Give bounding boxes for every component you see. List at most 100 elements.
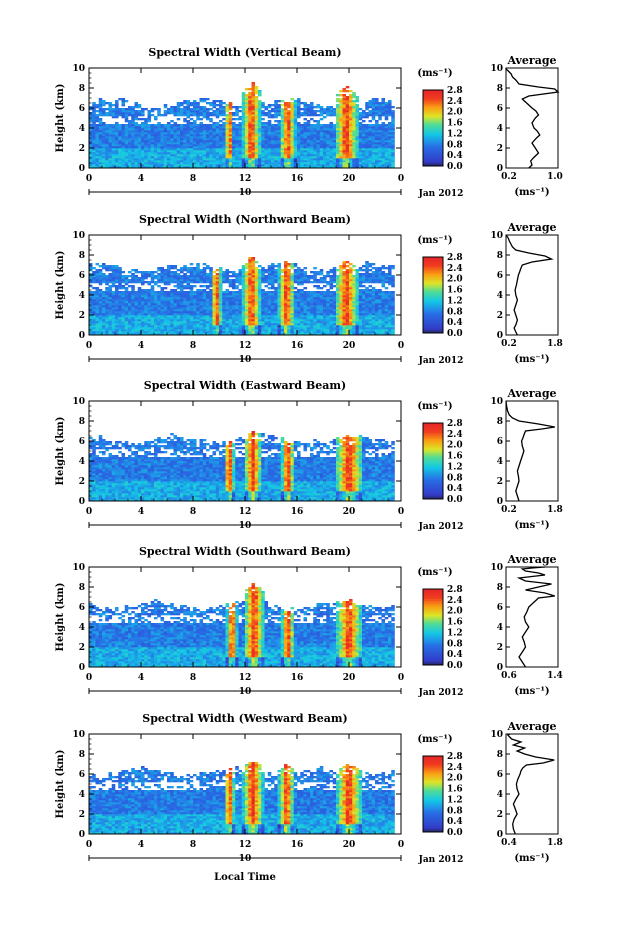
heatmap-cell [342, 154, 347, 157]
heatmap-cell [349, 140, 353, 143]
heatmap-cell [202, 158, 207, 161]
heatmap-cell [183, 309, 187, 312]
heatmap-cell [176, 273, 181, 276]
heatmap-cell [193, 130, 197, 133]
heatmap-cell [180, 299, 184, 302]
heatmap-cell [319, 152, 324, 155]
heatmap-cell [316, 130, 321, 133]
heatmap-cell [248, 287, 252, 290]
heatmap-cell [176, 269, 181, 272]
heatmap-cell [186, 158, 191, 161]
heatmap-cell [225, 315, 230, 318]
heatmap-cell [248, 293, 252, 296]
heatmap-cell [371, 102, 376, 105]
heatmap-cell [235, 299, 239, 302]
heatmap-cell [163, 112, 168, 115]
heatmap-cell [258, 124, 262, 127]
heatmap-cell [352, 140, 356, 143]
heatmap-cell [241, 164, 246, 167]
heatmap-cell [147, 291, 152, 294]
heatmap-cell [251, 154, 256, 157]
heatmap-cell [176, 104, 181, 107]
heatmap-cell [89, 166, 93, 169]
heatmap-cell [89, 331, 93, 334]
heatmap-cell [199, 331, 204, 334]
heatmap-cell [199, 134, 204, 137]
heatmap-cell [150, 142, 155, 145]
heatmap-cell [193, 325, 197, 328]
heatmap-cell [115, 128, 119, 131]
heatmap-cell [280, 118, 285, 121]
heatmap-cell [137, 148, 142, 151]
heatmap-cell [144, 152, 148, 155]
heatmap-cell [199, 156, 204, 159]
heatmap-cell [115, 158, 119, 161]
heatmap-cell [199, 158, 204, 161]
heatmap-cell [137, 166, 142, 169]
heatmap-cell [141, 124, 145, 127]
heatmap-cell [349, 126, 353, 129]
heatmap-cell [378, 124, 382, 127]
heatmap-cell [235, 287, 239, 290]
heatmap-cell [163, 146, 168, 149]
heatmap-cell [274, 275, 278, 278]
heatmap-cell [98, 323, 103, 326]
heatmap-cell [365, 138, 369, 141]
heatmap-cell [277, 331, 282, 334]
heatmap-cell [326, 158, 330, 161]
heatmap-cell [365, 160, 369, 163]
heatmap-cell [245, 271, 249, 274]
heatmap-cell [375, 110, 379, 113]
heatmap-cell [98, 142, 103, 145]
heatmap-cell [352, 106, 356, 109]
heatmap-cell [111, 273, 116, 276]
heatmap-cell [235, 126, 239, 129]
heatmap-cell [365, 162, 369, 165]
heatmap-cell [102, 152, 106, 155]
heatmap-cell [209, 118, 213, 121]
heatmap-cell [248, 112, 252, 115]
heatmap-cell [102, 323, 106, 326]
heatmap-cell [157, 140, 161, 143]
heatmap-cell [241, 279, 246, 282]
heatmap-cell [381, 104, 386, 107]
heatmap-cell [258, 309, 262, 312]
y-tick-label: 4 [79, 124, 85, 134]
heatmap-cell [111, 108, 116, 111]
heatmap-cell [92, 144, 96, 147]
heatmap-cell [219, 158, 223, 161]
heatmap-cell [102, 162, 106, 165]
heatmap-cell [102, 333, 106, 336]
heatmap-cell [183, 146, 187, 149]
heatmap-cell [267, 293, 272, 296]
heatmap-cell [342, 146, 347, 149]
heatmap-cell [212, 287, 217, 290]
heatmap-cell [209, 162, 213, 165]
heatmap-cell [362, 152, 366, 155]
heatmap-cell [258, 164, 262, 167]
heatmap-cell [134, 134, 139, 137]
heatmap-cell [154, 315, 158, 318]
heatmap-cell [147, 130, 152, 133]
heatmap-cell [157, 293, 161, 296]
heatmap-cell [193, 156, 197, 159]
heatmap-cell [212, 315, 217, 318]
heatmap-cell [251, 130, 256, 133]
heatmap-cell [352, 146, 356, 149]
heatmap-cell [189, 152, 194, 155]
heatmap-cell [371, 150, 376, 153]
heatmap-cell [118, 329, 122, 332]
heatmap-cell [154, 319, 158, 322]
heatmap-cell [189, 148, 194, 151]
heatmap-cell [219, 285, 223, 288]
heatmap-cell [280, 309, 285, 312]
heatmap-cell [332, 130, 337, 133]
heatmap-cell [222, 114, 226, 117]
heatmap-cell [92, 164, 96, 167]
heatmap-cell [280, 271, 285, 274]
heatmap-cell [280, 301, 285, 304]
heatmap-cell [264, 291, 269, 294]
heatmap-cell [105, 134, 109, 137]
heatmap-cell [134, 299, 139, 302]
heatmap-cell [196, 319, 200, 322]
